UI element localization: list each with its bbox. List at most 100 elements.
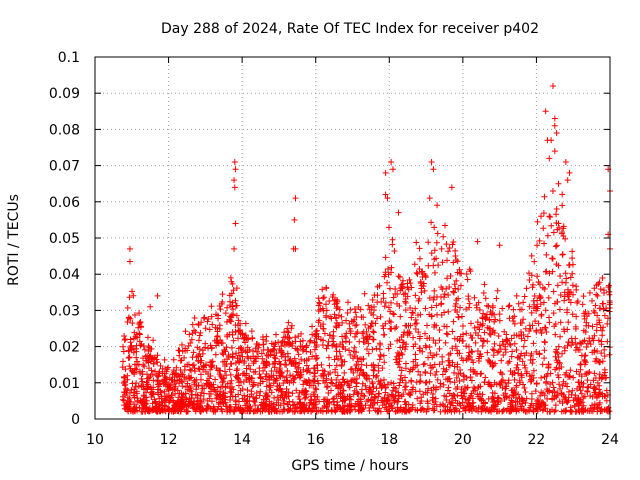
data-point: [180, 391, 187, 398]
data-point: [471, 294, 478, 301]
data-point: [447, 273, 454, 280]
y-tick-label: 0.1: [58, 50, 80, 66]
data-point: [348, 365, 355, 372]
data-point: [344, 378, 351, 385]
data-point: [440, 233, 447, 240]
data-point: [462, 404, 469, 411]
data-point: [402, 365, 409, 372]
data-point: [454, 361, 461, 368]
data-point: [408, 377, 415, 384]
data-point: [308, 408, 315, 415]
data-point: [281, 395, 288, 402]
data-point: [492, 360, 499, 367]
data-point: [540, 225, 547, 232]
data-point: [528, 390, 535, 397]
data-point: [321, 330, 328, 337]
data-point: [336, 306, 343, 313]
data-point: [474, 370, 481, 377]
data-point: [311, 393, 318, 400]
data-point: [467, 332, 474, 339]
data-point: [339, 393, 346, 400]
data-point: [473, 304, 480, 311]
data-point: [554, 299, 561, 306]
data-point: [483, 406, 490, 413]
data-point: [578, 379, 585, 386]
data-point: [314, 367, 321, 374]
data-point: [510, 306, 517, 313]
data-point: [133, 345, 140, 352]
data-point: [272, 331, 279, 338]
data-point: [597, 286, 604, 293]
data-point: [518, 374, 525, 381]
data-point: [493, 408, 500, 415]
data-point: [502, 385, 509, 392]
data-point: [284, 328, 291, 335]
data-point: [390, 310, 397, 317]
data-point: [306, 382, 313, 389]
y-tick-label: 0.01: [49, 376, 80, 392]
data-point: [128, 343, 135, 350]
data-point: [444, 275, 451, 282]
data-point: [232, 359, 239, 366]
data-point: [373, 385, 380, 392]
data-point: [246, 346, 253, 353]
data-point: [528, 309, 535, 316]
data-point: [458, 270, 465, 277]
data-point: [151, 396, 158, 403]
data-point: [395, 389, 402, 396]
data-point: [228, 361, 235, 368]
data-point: [161, 388, 168, 395]
data-point: [130, 292, 137, 299]
data-point: [237, 320, 244, 327]
data-point: [313, 396, 320, 403]
data-point: [529, 284, 536, 291]
data-point: [462, 395, 469, 402]
data-point: [213, 365, 220, 372]
data-point: [236, 398, 243, 405]
data-point: [173, 364, 180, 371]
data-point: [438, 284, 445, 291]
data-point: [458, 355, 465, 362]
data-point: [536, 237, 543, 244]
data-point: [126, 363, 133, 370]
data-point: [557, 385, 564, 392]
data-point: [468, 377, 475, 384]
data-point: [445, 384, 452, 391]
data-point: [571, 402, 578, 409]
data-point: [302, 394, 309, 401]
data-point: [389, 405, 396, 412]
data-point: [319, 408, 326, 415]
data-point: [346, 407, 353, 414]
data-point: [339, 339, 346, 346]
data-point: [513, 408, 520, 415]
data-point: [282, 333, 289, 340]
data-point: [477, 383, 484, 390]
data-point: [286, 357, 293, 364]
data-point: [524, 333, 531, 340]
data-point: [422, 330, 429, 337]
data-point: [234, 374, 241, 381]
data-point: [430, 397, 437, 404]
data-point: [426, 195, 433, 202]
data-point: [532, 388, 539, 395]
data-point: [260, 341, 267, 348]
data-point: [243, 365, 250, 372]
data-point: [257, 388, 264, 395]
data-point: [511, 376, 518, 383]
data-point: [231, 405, 238, 412]
data-point: [322, 301, 329, 308]
data-point: [474, 238, 481, 245]
data-point: [303, 362, 310, 369]
data-point: [443, 241, 450, 248]
data-point: [131, 401, 138, 408]
data-point: [562, 408, 569, 415]
data-point: [263, 395, 270, 402]
data-point: [393, 323, 400, 330]
data-point: [146, 353, 153, 360]
data-point: [142, 357, 149, 364]
axis-ticks: [94, 56, 611, 420]
data-point: [468, 357, 475, 364]
y-tick-label: 0.04: [49, 267, 80, 283]
data-point: [272, 360, 279, 367]
data-point: [281, 338, 288, 345]
